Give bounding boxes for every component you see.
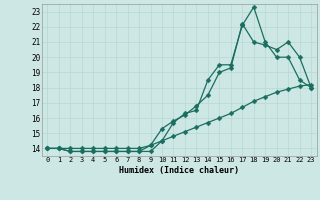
X-axis label: Humidex (Indice chaleur): Humidex (Indice chaleur) <box>119 166 239 175</box>
